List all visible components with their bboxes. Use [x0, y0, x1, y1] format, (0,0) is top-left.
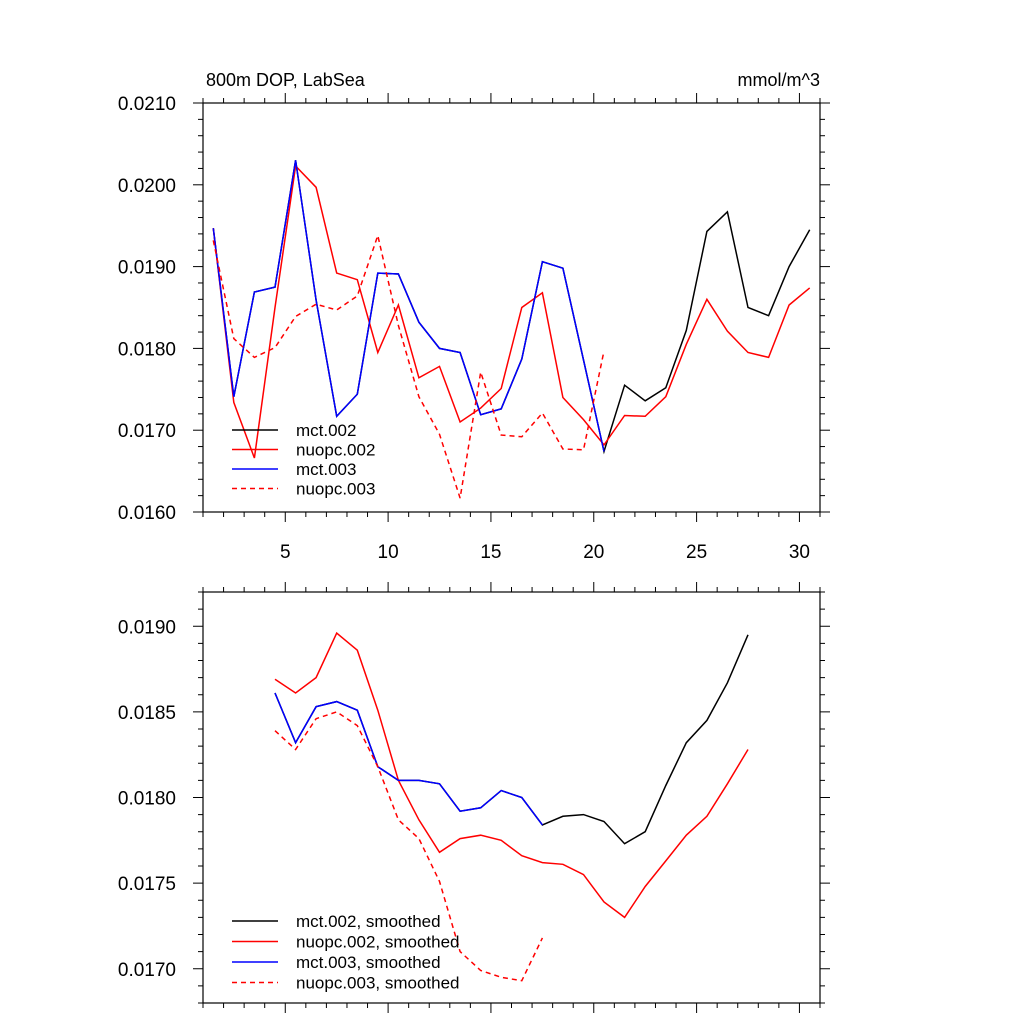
bottom-panel: 0.0170 0.0175 0.0180 0.0185 0.0190 mct.002, …	[118, 582, 830, 1013]
x-tick-label: 15	[480, 542, 501, 563]
top-series-line-mct-003	[212, 160, 605, 452]
legend-label: nuopc.003, smoothed	[296, 974, 460, 993]
x-tick-label: 5	[280, 542, 291, 563]
bottom-series-line-nuopc-002-smoothed	[274, 631, 749, 919]
legend-label: nuopc.003	[296, 480, 375, 499]
legend-label: mct.002, smoothed	[296, 912, 441, 931]
y-tick-label: 0.0160	[118, 503, 176, 524]
y-tick-label: 0.0210	[118, 94, 176, 115]
x-tick-label: 30	[789, 542, 810, 563]
legend-label: nuopc.002	[296, 441, 375, 460]
bottom-series-line-mct-002-smoothed	[274, 634, 749, 845]
top-panel-units: mmol/m^3	[738, 70, 820, 90]
y-tick-label: 0.0170	[118, 960, 176, 981]
top-series-line-nuopc-002	[212, 164, 811, 459]
bottom-series-line-mct-003-smoothed	[274, 692, 543, 826]
y-tick-label: 0.0185	[118, 703, 176, 724]
legend-label: mct.003, smoothed	[296, 953, 441, 972]
bottom-series-line-nuopc-003-smoothed	[274, 711, 544, 982]
y-tick-label: 0.0175	[118, 874, 176, 895]
y-tick-label: 0.0180	[118, 339, 176, 360]
y-tick-label: 0.0190	[118, 258, 176, 279]
top-panel: 800m DOP, LabSea mmol/m^3 5 10 15 20 25 30 0.…	[118, 70, 830, 563]
x-tick-label: 25	[686, 542, 707, 563]
legend-label: nuopc.002, smoothed	[296, 933, 460, 952]
y-tick-label: 0.0190	[118, 617, 176, 638]
y-tick-label: 0.0180	[118, 789, 176, 810]
x-tick-label: 10	[378, 542, 399, 563]
bottom-panel-legend: mct.002, smoothed nuopc.002, smoothedmct.…	[232, 912, 460, 993]
x-tick-label: 20	[583, 542, 604, 563]
y-tick-label: 0.0200	[118, 176, 176, 197]
top-series-line-nuopc-003	[212, 232, 605, 499]
legend-label: mct.003	[296, 460, 356, 479]
top-panel-title: 800m DOP, LabSea	[206, 70, 366, 90]
legend-label: mct.002	[296, 421, 356, 440]
y-tick-label: 0.0170	[118, 421, 176, 442]
